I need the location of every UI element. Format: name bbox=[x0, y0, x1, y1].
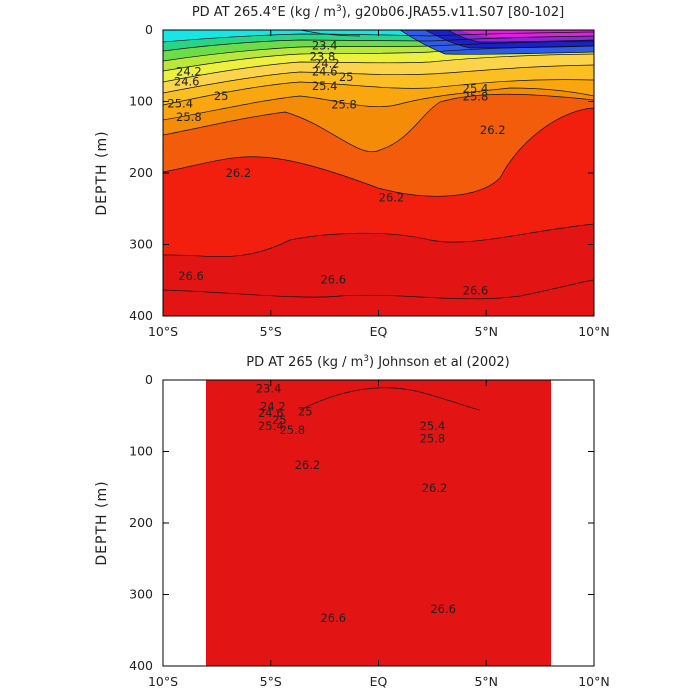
bottom-axis-ticks: 10°S 5°S EQ 5°N 10°N 0 100 200 300 400 bbox=[129, 372, 610, 689]
contour-label: 23.8 bbox=[310, 49, 336, 63]
x-tick-label: 5°S bbox=[260, 674, 282, 689]
contour-label: 25 bbox=[298, 404, 313, 418]
contour-label: 25.8 bbox=[279, 423, 305, 437]
top-axis-ticks: 10°S 5°S EQ 5°N 10°N 0 100 200 300 400 bbox=[129, 22, 610, 339]
y-tick-label: 300 bbox=[129, 587, 153, 602]
band-26-4 bbox=[163, 224, 594, 316]
x-tick-label: 5°N bbox=[474, 324, 498, 339]
contour-label: 24.6 bbox=[174, 74, 200, 88]
contour-label: 25 bbox=[272, 413, 287, 427]
bottom-contour-fill bbox=[206, 0, 551, 666]
x-tick-label: EQ bbox=[370, 324, 388, 339]
top-y-axis-title: DEPTH (m) bbox=[94, 130, 110, 215]
contour-label: 25.8 bbox=[176, 110, 202, 124]
contour-label: 24.6 bbox=[258, 406, 284, 420]
contour-label: 25.8 bbox=[463, 89, 489, 103]
band-25-6 bbox=[163, 79, 594, 120]
contour-label: 25.8 bbox=[331, 97, 357, 111]
x-tick-label: 10°S bbox=[148, 324, 178, 339]
contour-label: 25.4 bbox=[258, 419, 284, 433]
bottom-panel: PD AT 265 (kg / m3) Johnson et al (2002) bbox=[94, 0, 610, 689]
bottom-title: PD AT 265 (kg / m3) Johnson et al (2002) bbox=[246, 354, 510, 370]
y-tick-label: 200 bbox=[129, 515, 153, 530]
x-tick-label: 5°S bbox=[260, 324, 282, 339]
x-tick-label: 10°S bbox=[148, 674, 178, 689]
y-tick-label: 300 bbox=[129, 237, 153, 252]
band-26-2 bbox=[163, 108, 594, 257]
x-tick-label: 10°N bbox=[578, 674, 610, 689]
contour-label: 23.4 bbox=[256, 382, 282, 396]
contour-label: 26.2 bbox=[295, 458, 321, 472]
contour-label: 25 bbox=[214, 89, 229, 103]
bottom-contour-lines bbox=[299, 387, 481, 411]
band-warm-gray-obs bbox=[455, 0, 551, 3]
contour-label: 24.2 bbox=[260, 399, 286, 413]
contour-label: 26.6 bbox=[320, 273, 346, 287]
y-tick-label: 400 bbox=[129, 658, 153, 673]
contour-label: 25 bbox=[339, 70, 354, 84]
contour-label: 24.2 bbox=[314, 57, 340, 71]
y-tick-label: 0 bbox=[145, 372, 153, 387]
contour-label: 26.2 bbox=[379, 190, 405, 204]
contour-label: 26.2 bbox=[226, 166, 252, 180]
contour-label: 25.4 bbox=[420, 419, 446, 433]
x-tick-label: 10°N bbox=[578, 324, 610, 339]
contour-label: 25.4 bbox=[167, 97, 193, 111]
y-tick-label: 400 bbox=[129, 308, 153, 323]
contour-label: 25.8 bbox=[420, 432, 446, 446]
top-contour-lines bbox=[163, 30, 594, 300]
band-24-6 bbox=[163, 46, 594, 82]
band-25-0 bbox=[163, 54, 594, 93]
contour-label: 26.6 bbox=[178, 269, 204, 283]
top-panel: PD AT 265.4°E (kg / m3), g20b06.JRA55.v1… bbox=[94, 4, 610, 339]
contour-label: 26.6 bbox=[463, 283, 489, 297]
contour-label: 26.2 bbox=[480, 123, 506, 137]
y-tick-label: 200 bbox=[129, 165, 153, 180]
y-tick-label: 0 bbox=[145, 22, 153, 37]
band-warm-magenta bbox=[460, 30, 594, 37]
contour-label: 25.4 bbox=[463, 82, 489, 96]
contour-label: 26.6 bbox=[320, 611, 346, 625]
x-tick-label: EQ bbox=[370, 674, 388, 689]
top-title: PD AT 265.4°E (kg / m3), g20b06.JRA55.v1… bbox=[192, 4, 564, 20]
top-contour-labels: 23.423.824.224.224.624.6 252525.425.425.8… bbox=[167, 39, 505, 298]
contour-label: 24.2 bbox=[176, 64, 202, 78]
bottom-y-axis-title: DEPTH (m) bbox=[94, 480, 110, 565]
band-25-8 bbox=[163, 88, 594, 152]
contour-label: 23.4 bbox=[312, 39, 338, 53]
contour-label: 24.6 bbox=[312, 64, 338, 78]
contour-label: 25.4 bbox=[312, 79, 338, 93]
y-tick-label: 100 bbox=[129, 444, 153, 459]
top-contour-fill bbox=[163, 30, 594, 316]
y-tick-label: 100 bbox=[129, 94, 153, 109]
x-tick-label: 5°N bbox=[474, 674, 498, 689]
contour-label: 26.6 bbox=[430, 602, 456, 616]
contour-label: 26.2 bbox=[422, 481, 448, 495]
band-26-4-obs bbox=[206, 380, 551, 666]
band-26-0 bbox=[163, 94, 594, 197]
